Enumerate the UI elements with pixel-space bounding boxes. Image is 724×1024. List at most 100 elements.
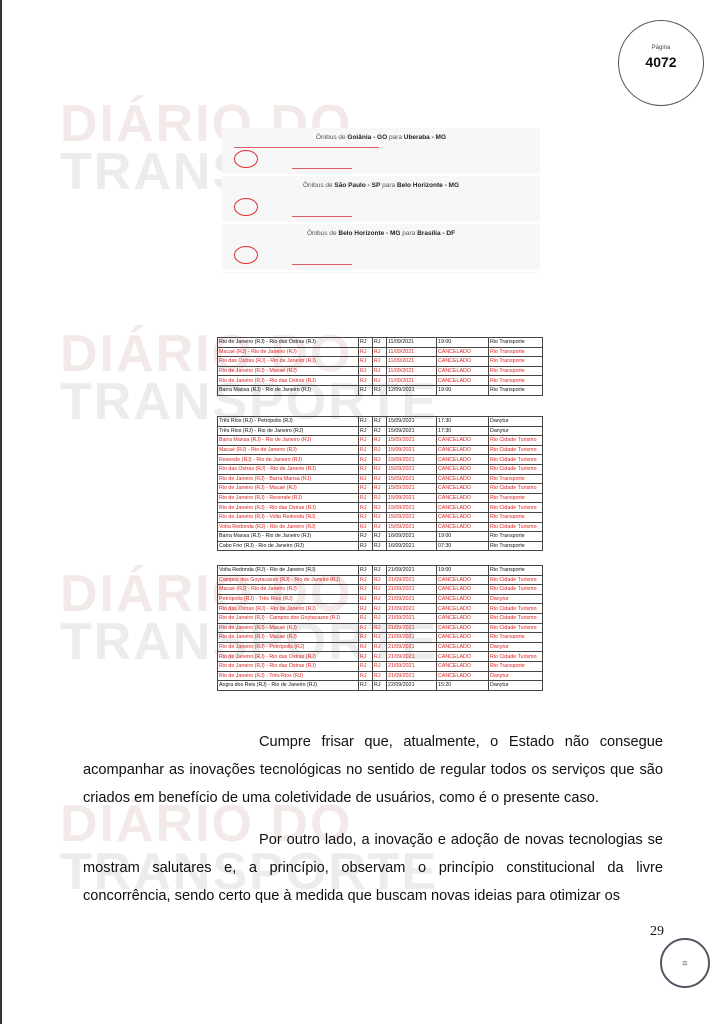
cell-date: 15/09/2021	[386, 435, 437, 446]
cell-route: Resende (RJ) - Rio de Janeiro (RJ)	[217, 454, 359, 465]
table-row: Rio das Ostras (RJ) - Rio de Janeiro (RJ…	[217, 356, 543, 367]
cell-d: RJ	[372, 337, 387, 348]
cell-date: 15/09/2021	[386, 502, 437, 513]
cell-d: RJ	[372, 540, 387, 552]
cell-d: RJ	[372, 612, 387, 624]
cell-d: RJ	[372, 444, 387, 456]
cell-date: 21/09/2021	[386, 603, 437, 614]
cell-time: CANCELADO	[436, 612, 489, 624]
paragraph: Por outro lado, a inovação e adoção de n…	[83, 832, 663, 904]
cell-company: Rio Transporte	[488, 632, 543, 643]
cell-d: RJ	[372, 565, 387, 576]
table-row: Volta Redonda (RJ) - Rio de Janeiro (RJ)…	[217, 521, 543, 533]
cell-o: RJ	[358, 632, 373, 643]
cell-company: Rio Cidade Turismo	[488, 603, 543, 614]
table-row: Rio de Janeiro (RJ) - Macaé (RJ) RJ RJ 15/0…	[217, 483, 543, 494]
table-row: Petrópolis (RJ) - Três Rios (RJ) RJ RJ 21/0…	[217, 593, 543, 605]
cell-date: 15/09/2021	[386, 425, 437, 437]
table-row: Macaé (RJ) - Rio de Janeiro (RJ) RJ RJ 11/0…	[217, 346, 543, 358]
table-row: Rio de Janeiro (RJ) - Rio das Ostras (RJ…	[217, 651, 543, 662]
table-row: Barra Mansa (RJ) - Rio de Janeiro (RJ) RJ…	[217, 384, 543, 396]
cell-o: RJ	[358, 416, 373, 427]
cell-date: 11/09/2021	[386, 375, 437, 386]
cell-route: Rio de Janeiro (RJ) - Rio das Ostras (RJ…	[217, 660, 359, 672]
cell-time: 17:30	[436, 425, 489, 437]
cell-d: RJ	[372, 680, 387, 691]
cell-d: RJ	[372, 593, 387, 605]
cell-company: Rio Transporte	[488, 511, 543, 523]
highlight-line	[292, 216, 352, 217]
schedule-table: Três Rios (RJ) - Petrópolis (RJ) RJ RJ 15/0…	[217, 416, 543, 552]
cell-date: 15/09/2021	[386, 416, 437, 427]
paragraph: Cumpre frisar que, atualmente, o Estado …	[83, 734, 663, 806]
cell-d: RJ	[372, 384, 387, 396]
route-result: Ônibus de Belo Horizonte - MG para Brasí…	[222, 224, 540, 272]
cell-d: RJ	[372, 632, 387, 643]
cell-route: Campos dos Goytacazes (RJ) - Rio de Jane…	[217, 574, 359, 586]
cell-route: Barra Mansa (RJ) - Rio de Janeiro (RJ)	[217, 531, 359, 542]
cell-date: 16/09/2021	[386, 540, 437, 552]
cell-route: Cabo Frio (RJ) - Rio de Janeiro (RJ)	[217, 540, 359, 552]
cell-company: Rio Cidade Turismo	[488, 435, 543, 446]
cell-time: CANCELADO	[436, 632, 489, 643]
cell-d: RJ	[372, 531, 387, 542]
route-title: Ônibus de São Paulo - SP para Belo Horiz…	[302, 182, 460, 189]
table-row: Macaé (RJ) - Rio de Janeiro (RJ) RJ RJ 15/0…	[217, 444, 543, 456]
cell-route: Três Rios (RJ) - Rio de Janeiro (RJ)	[217, 425, 359, 437]
cell-date: 21/09/2021	[386, 632, 437, 643]
cell-d: RJ	[372, 511, 387, 523]
cell-time: 19:00	[436, 565, 489, 576]
highlight-circle	[234, 198, 258, 216]
cell-date: 21/09/2021	[386, 593, 437, 605]
cell-company: Danytur	[488, 425, 543, 437]
cell-route: Rio de Janeiro (RJ) - Três Rios (RJ)	[217, 670, 359, 682]
cell-company: Rio Cidade Turismo	[488, 584, 543, 595]
cell-route: Rio de Janeiro (RJ) - Rio das Ostras (RJ…	[217, 502, 359, 513]
table-row: Rio de Janeiro (RJ) - Rio das Ostras (RJ…	[217, 502, 543, 513]
table-row: Três Rios (RJ) - Rio de Janeiro (RJ) RJ RJ…	[217, 425, 543, 437]
cell-d: RJ	[372, 356, 387, 367]
cell-date: 21/09/2021	[386, 612, 437, 624]
cell-route: Rio de Janeiro (RJ) - Campos dos Goytaca…	[217, 612, 359, 624]
cell-time: CANCELADO	[436, 574, 489, 586]
cell-d: RJ	[372, 425, 387, 437]
stamp-number: 4072	[645, 54, 677, 70]
cell-date: 12/09/2021	[386, 384, 437, 396]
cell-route: Volta Redonda (RJ) - Rio de Janeiro (RJ)	[217, 565, 359, 576]
table-row: Rio de Janeiro (RJ) - Campos dos Goytaca…	[217, 612, 543, 624]
cell-company: Rio Cidade Turismo	[488, 651, 543, 662]
cell-time: CANCELADO	[436, 660, 489, 672]
cell-date: 15/09/2021	[386, 444, 437, 456]
cell-route: Rio de Janeiro (RJ) - Petrópolis (RJ)	[217, 641, 359, 653]
cell-d: RJ	[372, 670, 387, 682]
cell-company: Rio Transporte	[488, 375, 543, 386]
cell-company: Rio Transporte	[488, 356, 543, 367]
cell-time: CANCELADO	[436, 454, 489, 465]
cell-company: Danytur	[488, 641, 543, 653]
cell-d: RJ	[372, 574, 387, 586]
cell-o: RJ	[358, 384, 373, 396]
schedule-table: Rio de Janeiro (RJ) - Rio das Ostras (RJ…	[217, 337, 543, 396]
cell-route: Rio das Ostras (RJ) - Rio de Janeiro (RJ…	[217, 603, 359, 614]
cell-time: 17:30	[436, 416, 489, 427]
cell-route: Macaé (RJ) - Rio de Janeiro (RJ)	[217, 444, 359, 456]
cell-d: RJ	[372, 375, 387, 386]
cell-o: RJ	[358, 680, 373, 691]
cell-company: Danytur	[488, 416, 543, 427]
cell-company: Rio Cidade Turismo	[488, 454, 543, 465]
cell-d: RJ	[372, 492, 387, 504]
table-row: Rio de Janeiro (RJ) - Rio das Ostras (RJ…	[217, 660, 543, 672]
cell-route: Angra dos Reis (RJ) - Rio de Janeiro (RJ…	[217, 680, 359, 691]
cell-date: 11/09/2021	[386, 365, 437, 377]
cell-time: CANCELADO	[436, 603, 489, 614]
cell-time: CANCELADO	[436, 473, 489, 485]
table-row: Barra Mansa (RJ) - Rio de Janeiro (RJ) RJ…	[217, 435, 543, 446]
highlight-circle	[234, 150, 258, 168]
table-row: Rio de Janeiro (RJ) - Barra Mansa (RJ) RJ…	[217, 473, 543, 485]
cell-date: 21/09/2021	[386, 584, 437, 595]
table-row: Rio de Janeiro (RJ) - Macaé (RJ) RJ RJ 21/0…	[217, 632, 543, 643]
cell-company: Danytur	[488, 670, 543, 682]
table-row: Três Rios (RJ) - Petrópolis (RJ) RJ RJ 15/0…	[217, 416, 543, 427]
cell-time: CANCELADO	[436, 365, 489, 377]
cell-d: RJ	[372, 603, 387, 614]
